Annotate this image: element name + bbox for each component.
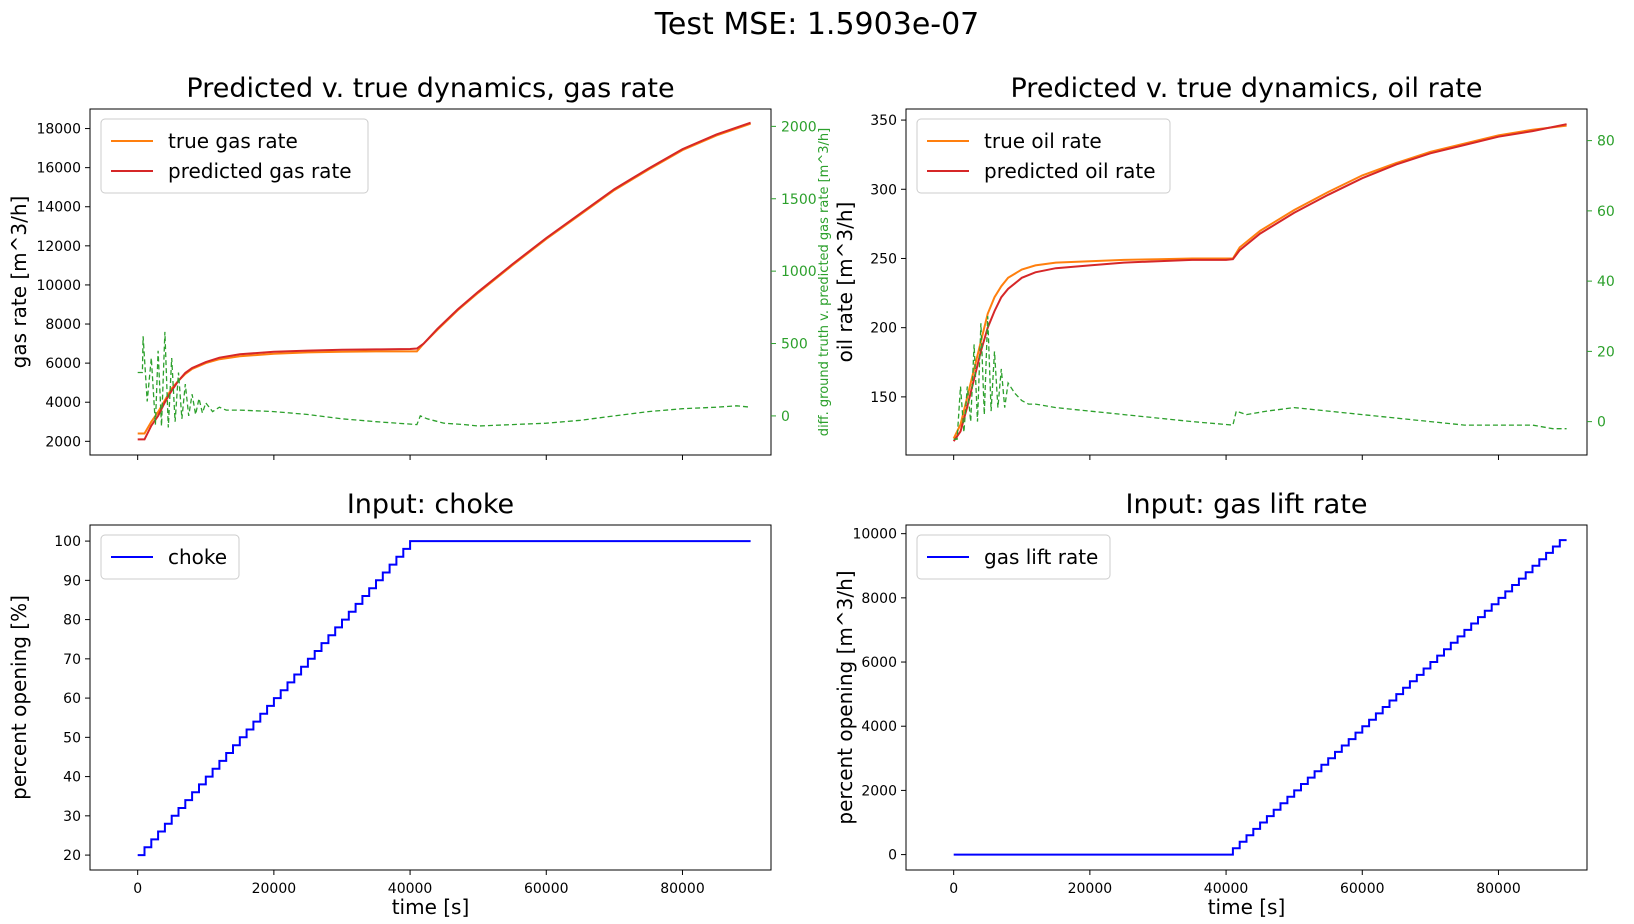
y-tick-label: 14000 [36, 200, 81, 216]
y2-tick-label: 0 [781, 409, 790, 425]
x-tick-label: 60000 [524, 881, 569, 897]
chart-0: Predicted v. true dynamics, gas rate 2000… [7, 73, 832, 460]
series-line-gas-lift-rate [953, 539, 1567, 856]
y-tick-label: 16000 [36, 161, 81, 177]
y-tick-label: 2000 [861, 783, 897, 799]
legend-box [916, 534, 1111, 580]
x-tick-label: 40000 [1204, 881, 1249, 897]
y2-tick-label: 60 [1597, 204, 1615, 220]
legend-label: true gas rate [168, 129, 298, 153]
y-tick-label: 50 [63, 730, 81, 746]
x-axis-label: time [s] [1208, 895, 1286, 919]
plot-frame [905, 524, 1588, 871]
plot-frame [89, 524, 772, 871]
y2-tick-label: 20 [1597, 344, 1615, 360]
legend-label: predicted gas rate [168, 159, 352, 183]
plot-area [952, 123, 1567, 442]
y-tick-label: 8000 [45, 317, 81, 333]
chart-1: Predicted v. true dynamics, oil rate 150 2… [833, 73, 1634, 460]
y-tick-label: 200 [870, 321, 897, 337]
chart-title: Predicted v. true dynamics, oil rate [1011, 73, 1483, 104]
y2-tick-label: 1500 [781, 192, 817, 208]
y2-tick-label: 80 [1597, 134, 1615, 150]
y-tick-label: 6000 [45, 356, 81, 372]
chart-title: Predicted v. true dynamics, gas rate [186, 73, 674, 104]
series-line-diff [953, 316, 1567, 440]
y-tick-label: 12000 [36, 239, 81, 255]
y-tick-label: 80 [63, 613, 81, 629]
chart-title: Input: choke [347, 489, 514, 520]
chart-title: Input: gas lift rate [1126, 489, 1368, 520]
y-tick-label: 30 [63, 809, 81, 825]
plot-area [953, 539, 1567, 856]
figure-suptitle: Test MSE: 1.5903e-07 [654, 7, 980, 42]
x-tick-label: 80000 [660, 881, 705, 897]
legend-label: true oil rate [984, 129, 1102, 153]
y-tick-label: 70 [63, 652, 81, 668]
legend-label: gas lift rate [984, 545, 1098, 569]
chart-2: Input: choke 0 20000 40000 60000 80000 20 30 40 5… [7, 489, 772, 919]
legend-box [100, 534, 240, 580]
y-tick-label: 4000 [45, 395, 81, 411]
y-tick-label: 8000 [861, 591, 897, 607]
y-tick-label: 10000 [852, 527, 897, 543]
x-tick-label: 20000 [252, 881, 297, 897]
y-tick-label: 10000 [36, 278, 81, 294]
series-line-predicted-oil-rate [952, 123, 1567, 442]
y-tick-label: 0 [888, 848, 897, 864]
legend-box [100, 118, 369, 194]
y-tick-label: 150 [870, 390, 897, 406]
legend-label: predicted oil rate [984, 159, 1156, 183]
y2-tick-label: 500 [781, 337, 808, 353]
y-axis-label: percent opening [m^3/h] [833, 570, 857, 824]
y-tick-label: 90 [63, 573, 81, 589]
y-axis-label: gas rate [m^3/h] [7, 196, 31, 369]
y2-tick-label: 2000 [781, 119, 817, 135]
y-tick-label: 250 [870, 251, 897, 267]
y2-tick-label: 40 [1597, 274, 1615, 290]
x-tick-label: 80000 [1476, 881, 1521, 897]
series-line-choke [137, 540, 751, 857]
x-tick-label: 0 [949, 881, 958, 897]
y-tick-label: 18000 [36, 122, 81, 138]
y-tick-label: 350 [870, 113, 897, 129]
x-tick-label: 0 [133, 881, 142, 897]
y2-tick-label: 0 [1597, 415, 1606, 431]
x-tick-label: 20000 [1068, 881, 1113, 897]
series-line-diff [137, 331, 751, 428]
plot-area [137, 121, 751, 441]
legend-box [916, 118, 1171, 194]
y-tick-label: 20 [63, 848, 81, 864]
y-tick-label: 2000 [45, 434, 81, 450]
y-tick-label: 60 [63, 691, 81, 707]
y-tick-label: 300 [870, 182, 897, 198]
y-tick-label: 40 [63, 770, 81, 786]
plot-frame [905, 108, 1588, 456]
legend-label: choke [168, 545, 227, 569]
plot-frame [89, 108, 772, 456]
x-axis-label: time [s] [392, 895, 470, 919]
x-tick-label: 40000 [388, 881, 433, 897]
x-tick-label: 60000 [1340, 881, 1385, 897]
plot-area [137, 540, 751, 857]
y-axis-label: percent opening [%] [7, 595, 31, 800]
series-line-predicted-gas-rate [137, 121, 751, 441]
series-line-true-oil-rate [952, 124, 1567, 439]
y-axis-label: oil rate [m^3/h] [833, 202, 857, 363]
y-tick-label: 6000 [861, 655, 897, 671]
y2-axis-label: diff. ground truth v. predicted gas rate… [817, 128, 832, 436]
y-tick-label: 100 [54, 534, 81, 550]
y-tick-label: 4000 [861, 719, 897, 735]
y2-tick-label: 1000 [781, 264, 817, 280]
